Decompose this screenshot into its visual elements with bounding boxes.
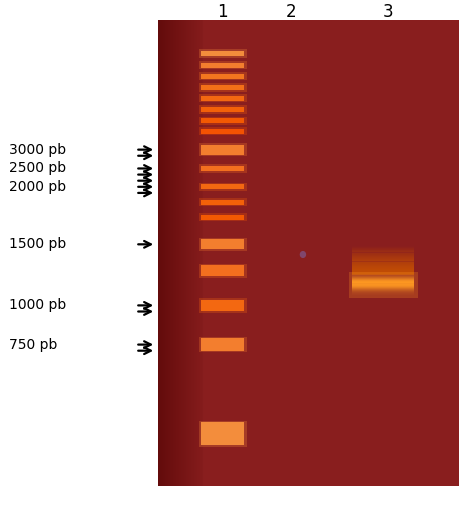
FancyBboxPatch shape — [198, 213, 247, 221]
FancyBboxPatch shape — [353, 292, 414, 293]
FancyBboxPatch shape — [353, 251, 414, 253]
FancyBboxPatch shape — [201, 129, 245, 134]
FancyBboxPatch shape — [353, 273, 414, 275]
FancyBboxPatch shape — [353, 276, 414, 278]
FancyBboxPatch shape — [198, 264, 247, 278]
FancyBboxPatch shape — [353, 278, 414, 280]
FancyBboxPatch shape — [201, 338, 245, 351]
Text: 2500 pb: 2500 pb — [9, 161, 66, 176]
FancyBboxPatch shape — [198, 105, 247, 114]
FancyBboxPatch shape — [201, 145, 245, 155]
FancyBboxPatch shape — [353, 266, 414, 268]
FancyBboxPatch shape — [353, 252, 414, 254]
FancyBboxPatch shape — [353, 259, 414, 262]
FancyBboxPatch shape — [198, 238, 247, 251]
FancyBboxPatch shape — [353, 288, 414, 289]
FancyBboxPatch shape — [198, 83, 247, 92]
FancyBboxPatch shape — [198, 94, 247, 102]
FancyBboxPatch shape — [353, 267, 414, 269]
FancyBboxPatch shape — [353, 289, 414, 290]
FancyBboxPatch shape — [353, 279, 414, 281]
FancyBboxPatch shape — [353, 277, 414, 279]
FancyBboxPatch shape — [353, 291, 414, 292]
FancyBboxPatch shape — [201, 300, 245, 311]
FancyBboxPatch shape — [198, 61, 247, 69]
FancyBboxPatch shape — [198, 117, 247, 125]
FancyBboxPatch shape — [201, 85, 245, 90]
FancyBboxPatch shape — [353, 284, 414, 285]
Text: 3: 3 — [382, 3, 393, 21]
FancyBboxPatch shape — [198, 164, 247, 173]
FancyBboxPatch shape — [201, 422, 245, 445]
FancyBboxPatch shape — [353, 258, 414, 260]
FancyBboxPatch shape — [353, 280, 414, 282]
FancyBboxPatch shape — [353, 293, 414, 294]
FancyBboxPatch shape — [198, 337, 247, 353]
FancyBboxPatch shape — [353, 263, 414, 265]
FancyBboxPatch shape — [353, 285, 414, 286]
FancyBboxPatch shape — [353, 275, 414, 277]
FancyBboxPatch shape — [201, 215, 245, 220]
FancyBboxPatch shape — [353, 253, 414, 256]
FancyBboxPatch shape — [353, 282, 414, 284]
FancyBboxPatch shape — [353, 255, 414, 257]
FancyBboxPatch shape — [353, 270, 414, 273]
FancyBboxPatch shape — [353, 274, 414, 276]
Text: 750 pb: 750 pb — [9, 337, 57, 352]
FancyBboxPatch shape — [201, 118, 245, 123]
FancyBboxPatch shape — [201, 51, 245, 56]
Text: 3000 pb: 3000 pb — [9, 143, 66, 157]
FancyBboxPatch shape — [198, 143, 247, 156]
FancyBboxPatch shape — [353, 249, 414, 251]
FancyBboxPatch shape — [353, 248, 414, 250]
FancyBboxPatch shape — [198, 298, 247, 313]
FancyBboxPatch shape — [353, 261, 414, 263]
FancyBboxPatch shape — [353, 262, 414, 264]
FancyBboxPatch shape — [353, 281, 414, 283]
Text: 1: 1 — [217, 3, 228, 21]
FancyBboxPatch shape — [201, 239, 245, 249]
FancyBboxPatch shape — [353, 268, 414, 270]
FancyBboxPatch shape — [353, 247, 414, 249]
FancyBboxPatch shape — [201, 265, 245, 276]
FancyBboxPatch shape — [198, 420, 247, 447]
FancyBboxPatch shape — [201, 166, 245, 171]
FancyBboxPatch shape — [353, 269, 414, 271]
Circle shape — [300, 251, 306, 258]
FancyBboxPatch shape — [201, 200, 245, 205]
FancyBboxPatch shape — [353, 264, 414, 266]
FancyBboxPatch shape — [353, 286, 414, 287]
FancyBboxPatch shape — [201, 74, 245, 79]
FancyBboxPatch shape — [353, 290, 414, 291]
FancyBboxPatch shape — [201, 96, 245, 101]
Text: 1500 pb: 1500 pb — [9, 237, 67, 251]
FancyBboxPatch shape — [349, 272, 418, 298]
FancyBboxPatch shape — [201, 184, 245, 189]
FancyBboxPatch shape — [198, 183, 247, 191]
FancyBboxPatch shape — [198, 72, 247, 80]
FancyBboxPatch shape — [353, 257, 414, 259]
FancyBboxPatch shape — [198, 127, 247, 135]
FancyBboxPatch shape — [353, 272, 414, 274]
Text: 1000 pb: 1000 pb — [9, 298, 67, 313]
FancyBboxPatch shape — [353, 256, 414, 258]
Text: 2000 pb: 2000 pb — [9, 180, 66, 194]
FancyBboxPatch shape — [353, 265, 414, 267]
FancyBboxPatch shape — [353, 250, 414, 252]
Text: 2: 2 — [286, 3, 297, 21]
FancyBboxPatch shape — [201, 107, 245, 112]
FancyBboxPatch shape — [353, 287, 414, 288]
FancyBboxPatch shape — [198, 49, 247, 58]
FancyBboxPatch shape — [198, 198, 247, 206]
FancyBboxPatch shape — [201, 63, 245, 68]
